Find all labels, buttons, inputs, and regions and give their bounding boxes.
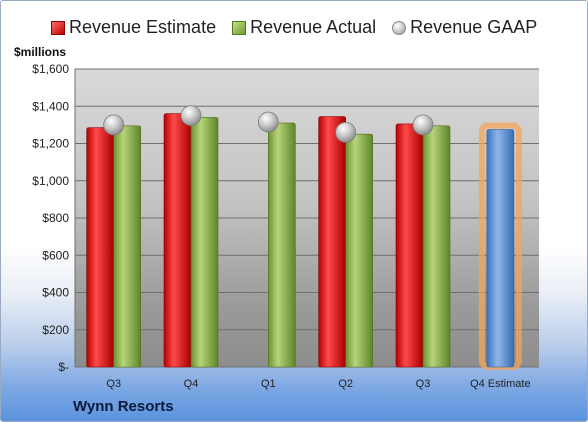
bar-q4-estimate [486, 129, 515, 368]
y-tick-label: $400 [42, 286, 69, 300]
bar-revenue-actual [113, 125, 141, 368]
legend-item-revenue-actual: Revenue Actual [232, 17, 376, 38]
company-name: Wynn Resorts [73, 398, 174, 415]
marker-revenue-gaap [335, 121, 357, 143]
x-tick-label: Q1 [261, 378, 276, 390]
y-tick-label: $1,200 [32, 137, 69, 151]
bar-revenue-actual [268, 122, 296, 368]
legend-swatch-estimate [51, 20, 65, 35]
x-tick-label: Q3 [106, 378, 121, 390]
x-tick-label: Q4 [184, 378, 199, 390]
bar-revenue-estimate [163, 113, 192, 368]
marker-revenue-gaap [412, 114, 434, 136]
legend-label-gaap: Revenue GAAP [410, 17, 538, 37]
legend-item-revenue-estimate: Revenue Estimate [51, 17, 216, 38]
legend-swatch-actual [232, 20, 247, 35]
y-tick-label: $1,400 [32, 99, 69, 113]
bar-revenue-actual [422, 125, 451, 368]
chart-legend: Revenue Estimate Revenue Actual Revenue … [51, 17, 537, 38]
marker-revenue-gaap [180, 105, 202, 126]
marker-revenue-gaap [257, 111, 279, 133]
y-tick-label: $1,600 [32, 62, 69, 76]
y-axis-label: $millions [14, 45, 67, 59]
x-tick-label: Q2 [338, 378, 353, 390]
y-tick-label: $600 [42, 248, 69, 262]
bar-revenue-actual [345, 133, 373, 368]
legend-swatch-gaap [392, 20, 407, 35]
x-tick-label: Q4 Estimate [470, 378, 531, 390]
marker-revenue-gaap [103, 114, 125, 136]
bar-revenue-estimate [395, 123, 424, 368]
bar-revenue-actual [190, 117, 219, 368]
legend-label-actual: Revenue Actual [250, 17, 377, 37]
bar-revenue-estimate [86, 127, 114, 368]
legend-item-revenue-gaap: Revenue GAAP [392, 17, 537, 38]
x-tick-label: Q3 [416, 378, 431, 390]
bar-revenue-estimate [318, 116, 346, 368]
y-tick-label: $- [58, 360, 69, 374]
y-tick-label: $800 [42, 211, 69, 225]
y-tick-label: $200 [42, 323, 69, 337]
legend-label-estimate: Revenue Estimate [69, 17, 217, 37]
y-tick-label: $1,000 [32, 174, 69, 188]
